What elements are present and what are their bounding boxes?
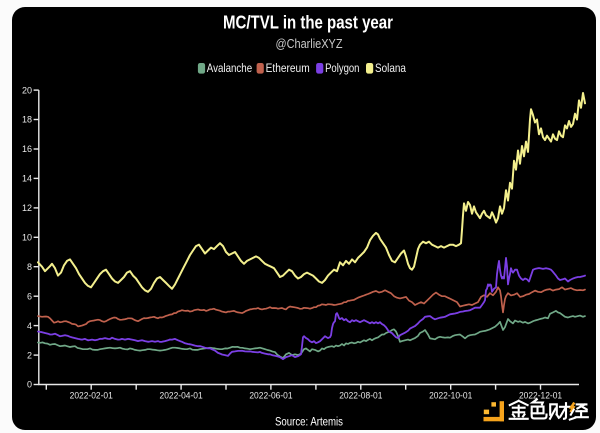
svg-text:2022-02-01: 2022-02-01 [70,390,113,400]
svg-text:Solana: Solana [375,62,407,75]
svg-text:Polygon: Polygon [325,62,359,75]
svg-text:2022-10-01: 2022-10-01 [429,390,472,400]
svg-text:4: 4 [27,321,32,331]
svg-text:2: 2 [27,350,32,360]
svg-text:18: 18 [22,115,32,125]
svg-text:Ethereum: Ethereum [266,62,310,75]
svg-text:2022-08-01: 2022-08-01 [339,390,382,400]
svg-text:10: 10 [22,233,32,243]
svg-text:8: 8 [27,262,32,272]
svg-text:14: 14 [22,174,32,184]
svg-text:@CharlieXYZ: @CharlieXYZ [275,36,342,51]
svg-text:6: 6 [27,291,32,301]
svg-text:0: 0 [27,380,32,390]
svg-text:16: 16 [22,144,32,154]
svg-text:12: 12 [22,203,32,213]
svg-text:MC/TVL in the past year: MC/TVL in the past year [223,12,393,33]
svg-text:20: 20 [22,85,32,95]
svg-text:2022-04-01: 2022-04-01 [159,390,202,400]
svg-text:2022-12-01: 2022-12-01 [519,390,562,400]
svg-text:2022-06-01: 2022-06-01 [249,390,292,400]
svg-text:Avalanche: Avalanche [207,62,252,75]
svg-text:Source: Artemis: Source: Artemis [275,415,343,428]
